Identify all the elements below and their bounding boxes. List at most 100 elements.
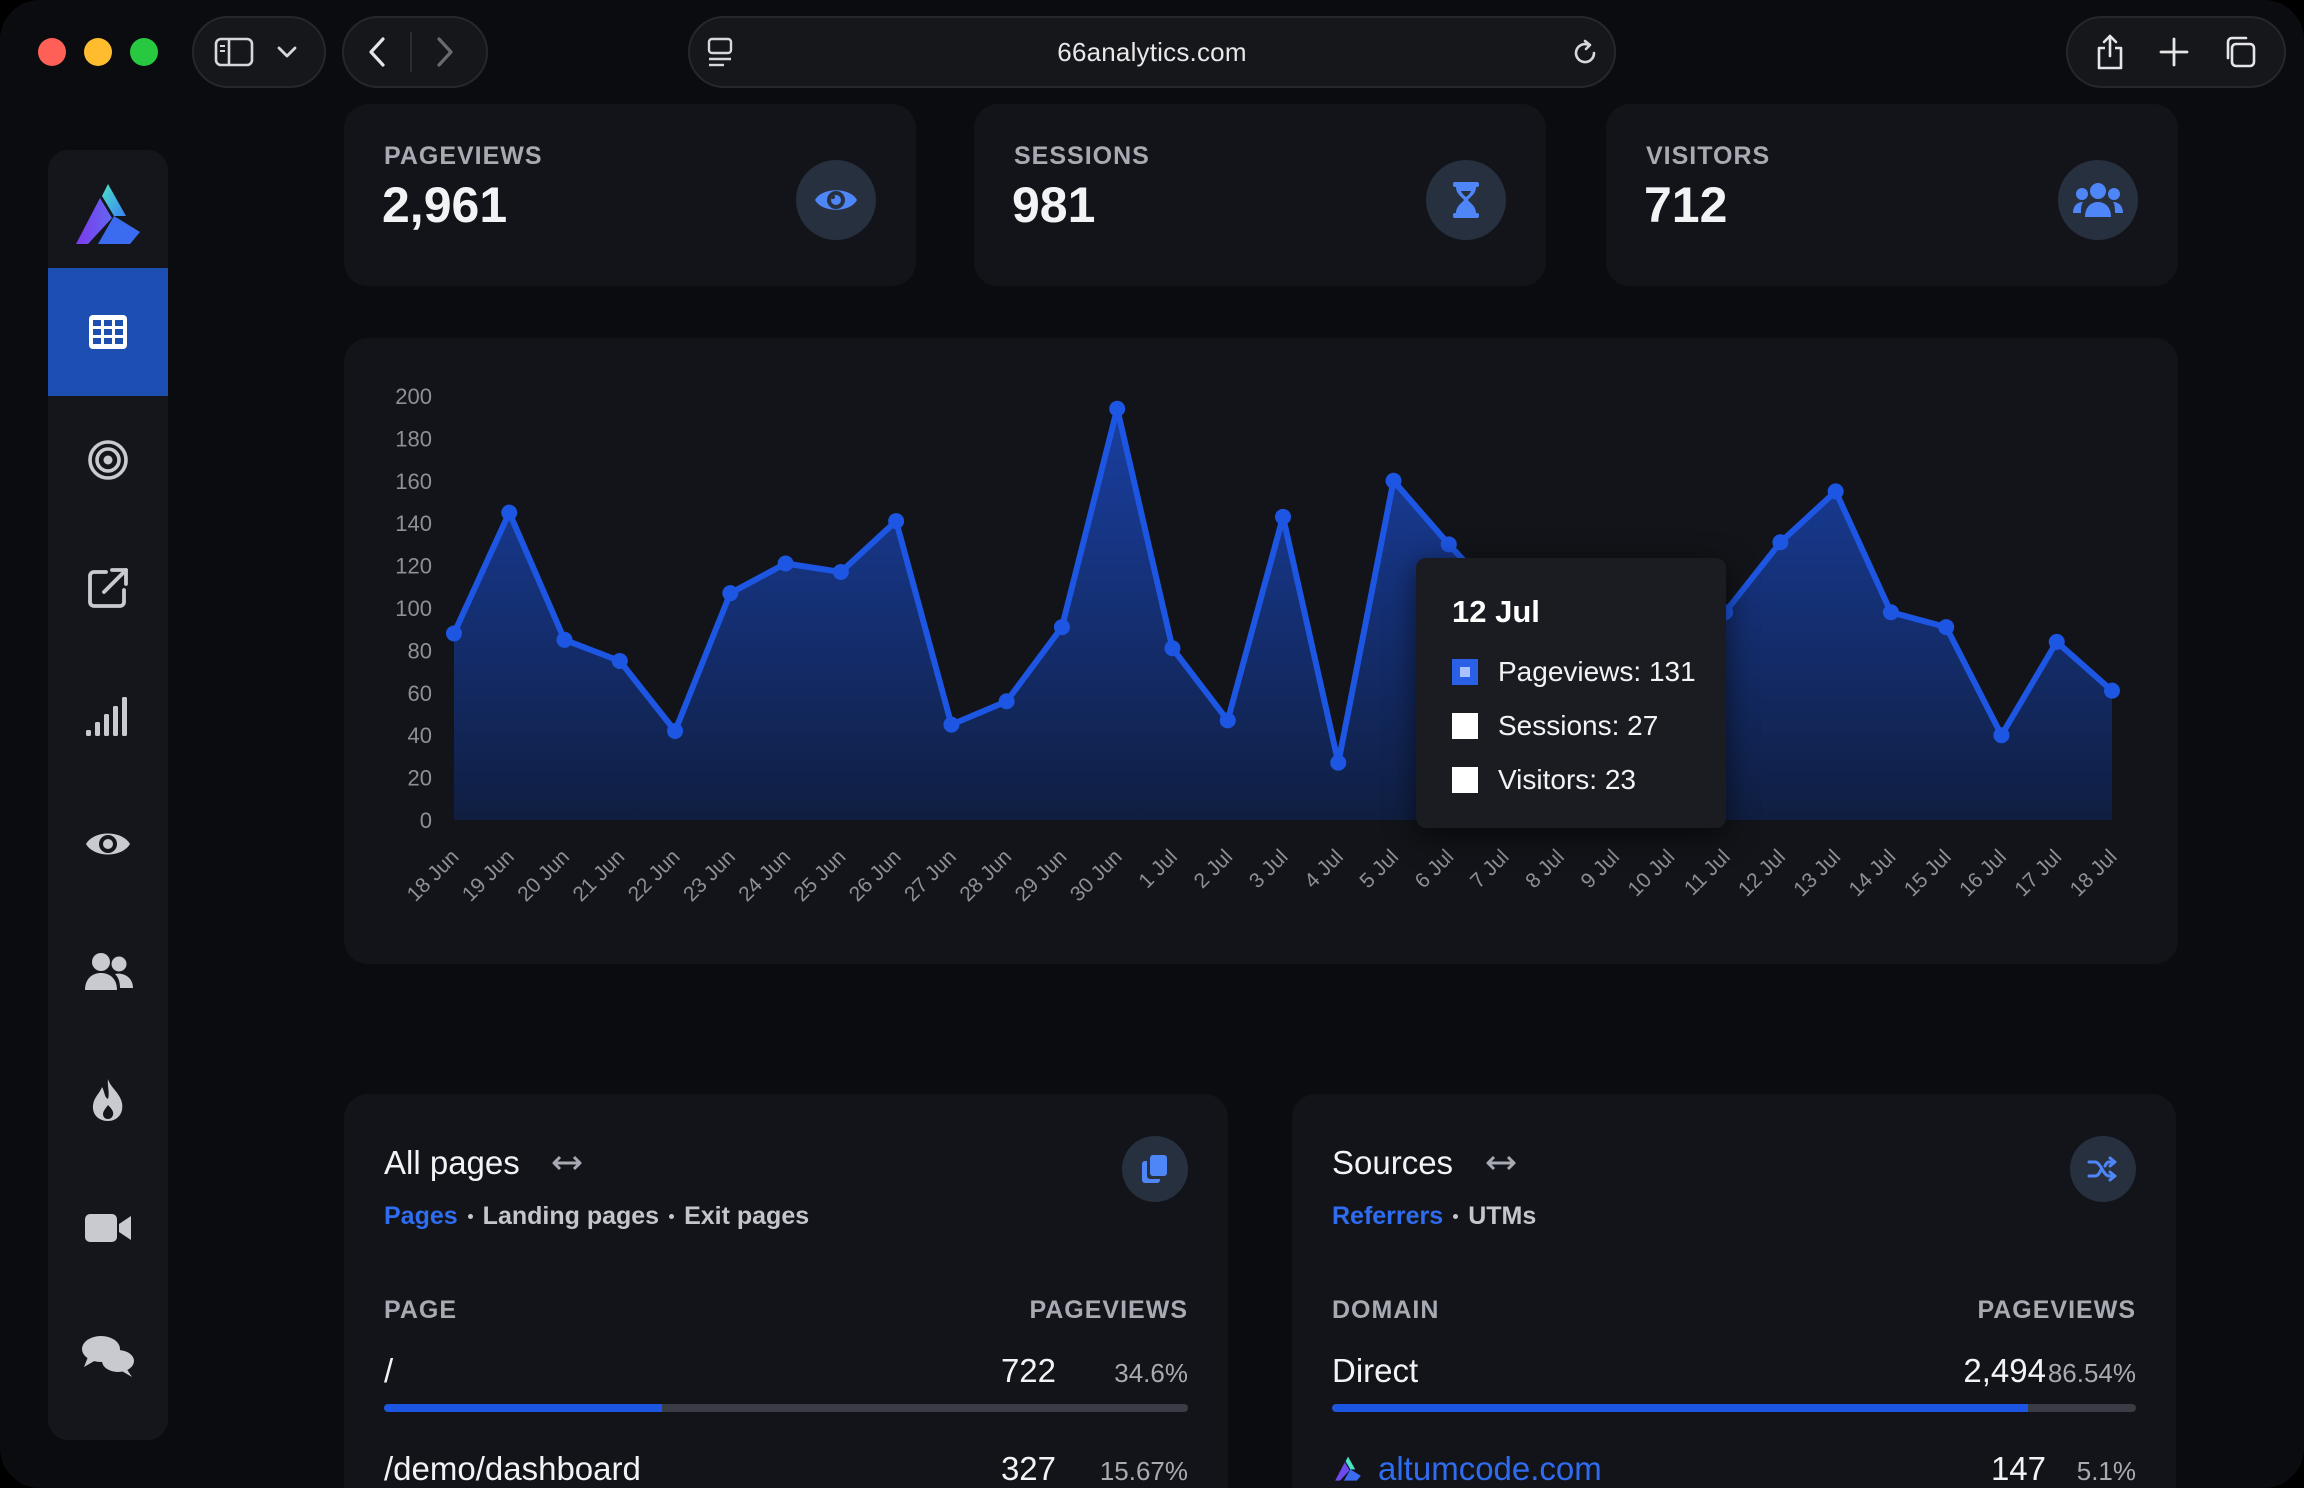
chart-data-point[interactable] xyxy=(2048,633,2065,650)
chart-data-point[interactable] xyxy=(777,555,794,572)
x-tick-label: 18 Jun xyxy=(403,845,464,906)
swap-arrows-icon[interactable] xyxy=(1484,1152,1518,1174)
tooltip-row-pageviews: Pageviews: 131 xyxy=(1452,656,1696,688)
chart-data-point[interactable] xyxy=(888,513,905,530)
chart-data-point[interactable] xyxy=(1164,640,1181,657)
chart-data-point[interactable] xyxy=(446,625,462,642)
site-settings-icon[interactable] xyxy=(706,36,736,70)
x-tick-label: 27 Jun xyxy=(900,845,961,906)
copy-button[interactable] xyxy=(1122,1136,1188,1202)
external-link-icon xyxy=(88,568,128,608)
tab-utms[interactable]: UTMs xyxy=(1468,1202,1537,1230)
signal-bars-icon xyxy=(86,697,127,736)
sidebar-item-feedback[interactable] xyxy=(48,1292,168,1420)
sidebar-item-goals[interactable] xyxy=(48,396,168,524)
x-tick-label: 23 Jun xyxy=(679,845,740,906)
stat-value: 712 xyxy=(1644,177,1728,233)
page-row-label[interactable]: /demo/dashboard xyxy=(384,1450,641,1487)
chart-data-point[interactable] xyxy=(1109,400,1126,417)
page-row-percent: 15.67% xyxy=(1099,1456,1188,1486)
sidebar-toggle-button[interactable] xyxy=(192,16,326,88)
source-row-percent: 86.54% xyxy=(2047,1358,2136,1388)
address-bar[interactable]: 66analytics.com xyxy=(688,16,1616,88)
forward-arrow-icon[interactable] xyxy=(434,35,456,69)
shuffle-button[interactable] xyxy=(2070,1136,2136,1202)
tab-separator xyxy=(669,1214,675,1219)
chart-data-point[interactable] xyxy=(1385,472,1402,489)
sidebar-item-recordings[interactable] xyxy=(48,1164,168,1292)
y-tick-label: 160 xyxy=(395,469,432,494)
chart-data-point[interactable] xyxy=(1330,754,1347,771)
page-row-label[interactable]: / xyxy=(384,1352,394,1389)
chevron-down-icon[interactable] xyxy=(276,45,298,59)
chart-data-point[interactable] xyxy=(1772,534,1789,551)
y-tick-label: 140 xyxy=(395,511,432,536)
sidebar-item-users[interactable] xyxy=(48,908,168,1036)
source-row-percent: 5.1% xyxy=(2076,1456,2136,1486)
chart-area-fill xyxy=(454,408,2112,820)
sidebar-item-realtime[interactable] xyxy=(48,652,168,780)
tab-pages[interactable]: Pages xyxy=(384,1202,458,1230)
reload-icon[interactable] xyxy=(1570,38,1600,68)
sidebar-item-dashboard[interactable] xyxy=(48,268,168,396)
x-tick-label: 3 Jul xyxy=(1245,845,1293,893)
swap-arrows-icon[interactable] xyxy=(550,1152,584,1174)
chart-data-point[interactable] xyxy=(943,716,960,733)
chart-data-point[interactable] xyxy=(2104,682,2120,699)
y-tick-label: 40 xyxy=(408,723,432,748)
chart-data-point[interactable] xyxy=(1827,483,1844,500)
page-row-bar xyxy=(384,1404,1188,1412)
close-window-button[interactable] xyxy=(38,38,66,66)
tab-referrers[interactable]: Referrers xyxy=(1332,1202,1444,1230)
stat-card-sessions: SESSIONS 981 xyxy=(974,104,1546,286)
x-tick-label: 24 Jun xyxy=(734,845,795,906)
chart-data-point[interactable] xyxy=(1219,712,1236,729)
x-tick-label: 25 Jun xyxy=(790,845,851,906)
chart-data-point[interactable] xyxy=(1440,536,1457,553)
legend-swatch-visitors xyxy=(1452,767,1478,793)
source-row-label[interactable]: Direct xyxy=(1332,1352,1419,1389)
source-row-link[interactable]: altumcode.com xyxy=(1332,1450,1602,1488)
column-header-domain: DOMAIN xyxy=(1332,1296,1440,1324)
column-header-pageviews: PAGEVIEWS xyxy=(1029,1296,1188,1324)
x-tick-label: 7 Jul xyxy=(1466,845,1514,893)
chart-data-point[interactable] xyxy=(611,653,628,669)
browser-toolbar: 66analytics.com xyxy=(0,0,2304,104)
stat-card-visitors: VISITORS 712 xyxy=(1606,104,2178,286)
chart-data-point[interactable] xyxy=(1993,727,2010,744)
chart-data-point[interactable] xyxy=(722,585,739,602)
eye-icon xyxy=(815,190,857,210)
zoom-window-button[interactable] xyxy=(130,38,158,66)
tooltip-title: 12 Jul xyxy=(1452,594,1540,629)
share-icon[interactable] xyxy=(2094,32,2126,72)
new-tab-icon[interactable] xyxy=(2158,36,2190,68)
x-tick-label: 4 Jul xyxy=(1300,845,1348,893)
sidebar-item-visitors[interactable] xyxy=(48,780,168,908)
page-row-percent: 34.6% xyxy=(1114,1358,1188,1388)
chart-data-point[interactable] xyxy=(1053,619,1070,636)
x-tick-label: 8 Jul xyxy=(1521,845,1569,893)
chart-data-point[interactable] xyxy=(1275,508,1291,525)
chart-data-point[interactable] xyxy=(501,504,518,521)
back-arrow-icon[interactable] xyxy=(366,35,388,69)
tab-exit-pages[interactable]: Exit pages xyxy=(684,1202,810,1230)
chart-data-point[interactable] xyxy=(556,631,573,648)
logo-icon xyxy=(76,184,140,244)
stat-icon-badge xyxy=(796,160,876,240)
chart-data-point[interactable] xyxy=(998,693,1015,710)
tooltip-row-text: Sessions: 27 xyxy=(1498,710,1659,741)
y-tick-label: 120 xyxy=(395,554,432,579)
sidebar-item-heatmaps[interactable] xyxy=(48,1036,168,1164)
chart-data-point[interactable] xyxy=(667,722,684,739)
chart-data-point[interactable] xyxy=(832,563,849,580)
sidebar-item-referrers[interactable] xyxy=(48,524,168,652)
chart-data-point[interactable] xyxy=(1882,604,1899,621)
minimize-window-button[interactable] xyxy=(84,38,112,66)
chart-data-point[interactable] xyxy=(1938,619,1955,636)
tab-overview-icon[interactable] xyxy=(2222,34,2258,70)
fire-icon xyxy=(92,1079,123,1121)
x-tick-label: 14 Jul xyxy=(1845,845,1901,901)
tab-landing-pages[interactable]: Landing pages xyxy=(482,1202,660,1230)
app-logo[interactable] xyxy=(48,160,168,270)
